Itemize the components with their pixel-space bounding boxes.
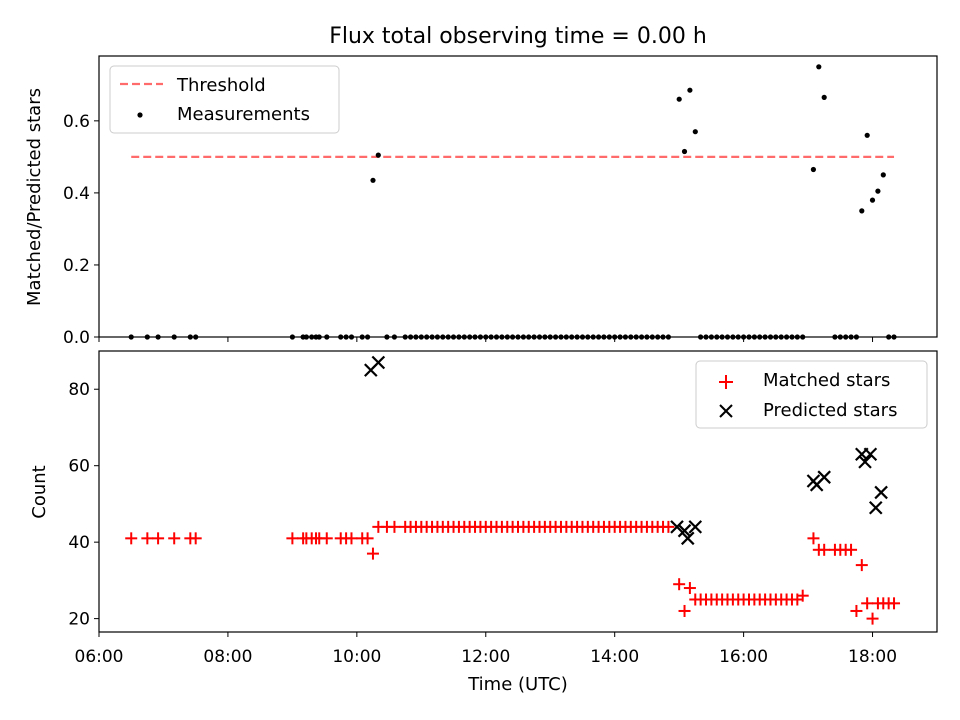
- top-chart: 0.0 0.2 0.4 0.6 Matched/Predicted stars Thr…: [24, 55, 938, 348]
- top-x-ticks: [98, 337, 874, 342]
- matched-star-point: [168, 532, 181, 545]
- measurement-point: [880, 172, 886, 178]
- top-y-tick-label: 0.2: [63, 256, 90, 276]
- matched-star-point: [866, 612, 879, 625]
- bottom-y-tick-label: 20: [68, 610, 90, 630]
- bottom-x-axis-label: Time (UTC): [467, 674, 568, 695]
- legend-matched-swatch: [719, 375, 733, 389]
- bottom-chart-marks: [125, 355, 901, 625]
- matched-star-point: [861, 597, 874, 610]
- matched-star-point: [807, 532, 820, 545]
- matched-star-point: [152, 532, 165, 545]
- legend-measurements-label: Measurements: [177, 104, 310, 125]
- top-y-tick-label: 0.4: [63, 184, 90, 204]
- predicted-star-point: [868, 500, 883, 515]
- top-y-tick-label: 0.0: [63, 328, 90, 348]
- bottom-x-tick-label: 16:00: [719, 647, 768, 667]
- matched-star-point: [796, 589, 809, 602]
- matched-star-point: [850, 604, 863, 617]
- predicted-star-point: [680, 531, 695, 546]
- matched-star-point: [320, 532, 333, 545]
- bottom-y-ticks: 20 40 60 80: [68, 380, 99, 630]
- matched-star-point: [189, 532, 202, 545]
- bottom-x-tick-label: 08:00: [203, 647, 252, 667]
- predicted-star-point: [817, 470, 831, 484]
- measurement-point: [370, 177, 376, 183]
- measurement-point: [810, 166, 817, 173]
- top-y-axis-label: Matched/Predicted stars: [24, 88, 45, 306]
- predicted-star-point: [874, 485, 888, 500]
- matched-star-point: [683, 582, 696, 595]
- matched-star-point: [125, 532, 138, 545]
- bottom-x-tick-label: 10:00: [332, 647, 381, 667]
- measurement-point: [869, 197, 876, 203]
- matched-star-point: [673, 578, 686, 591]
- predicted-star-point: [677, 523, 692, 538]
- predicted-star-point: [371, 355, 386, 370]
- matched-star-point: [388, 520, 401, 533]
- matched-star-point: [818, 543, 831, 556]
- bottom-chart-frame: [98, 350, 938, 633]
- matched-star-point: [845, 543, 858, 556]
- legend-predicted-swatch: [719, 404, 733, 418]
- legend-predicted-label: Predicted stars: [763, 400, 897, 421]
- bottom-y-axis-label: Count: [29, 465, 50, 518]
- legend-measurements-swatch: [137, 112, 143, 118]
- top-y-ticks: 0.0 0.2 0.4 0.6: [63, 112, 99, 348]
- predicted-star-point: [688, 520, 703, 534]
- measurement-point: [676, 96, 682, 102]
- measurement-point: [375, 152, 381, 158]
- top-legend: Threshold Measurements: [109, 65, 340, 134]
- figure-title: Flux total observing time = 0.00 h: [329, 24, 707, 49]
- bottom-chart: 20 40 60 80 06:00 08:00 10:00 12:00 14:00 16:00 1…: [29, 350, 938, 695]
- bottom-x-ticks: 06:00 08:00 10:00 12:00 14:00 16:00 18:00: [75, 632, 897, 667]
- bottom-x-tick-label: 06:00: [75, 647, 124, 667]
- matched-star-point: [286, 532, 299, 545]
- bottom-x-tick-label: 14:00: [590, 647, 639, 667]
- matched-star-point: [366, 547, 379, 560]
- bottom-x-tick-label: 12:00: [461, 647, 510, 667]
- matched-star-point: [678, 604, 691, 617]
- predicted-star-point: [863, 447, 878, 462]
- legend-matched-label: Matched stars: [763, 370, 890, 391]
- bottom-legend: Matched stars Predicted stars: [695, 360, 928, 429]
- bottom-y-tick-label: 60: [68, 457, 90, 477]
- legend-threshold-label: Threshold: [176, 75, 266, 96]
- measurement-point: [692, 129, 698, 135]
- measurement-point: [816, 64, 822, 70]
- measurement-point: [859, 208, 865, 214]
- measurement-point: [864, 132, 870, 138]
- matched-star-point: [141, 532, 154, 545]
- measurement-point: [687, 87, 693, 93]
- measurement-point: [681, 148, 688, 155]
- bottom-y-tick-label: 80: [68, 380, 90, 400]
- matched-star-point: [345, 532, 358, 545]
- bottom-x-tick-label: 18:00: [848, 647, 897, 667]
- matched-star-point: [888, 597, 901, 610]
- predicted-star-point: [858, 455, 872, 469]
- top-y-tick-label: 0.6: [63, 112, 90, 132]
- matched-star-point: [662, 520, 675, 533]
- matched-star-point: [855, 559, 868, 572]
- bottom-y-tick-label: 40: [68, 533, 90, 553]
- matched-star-point: [361, 532, 374, 545]
- measurement-point: [875, 188, 881, 194]
- measurement-point: [821, 94, 827, 100]
- predicted-star-point: [670, 520, 684, 534]
- top-chart-frame: [98, 55, 938, 338]
